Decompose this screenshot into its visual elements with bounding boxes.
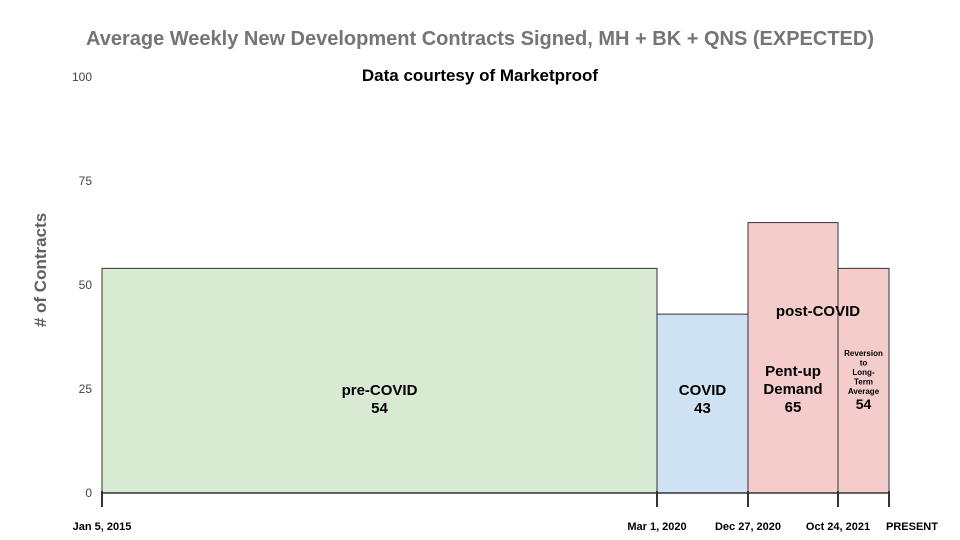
bar-label-0-line-0: pre-COVID [342,382,418,399]
y-tick-label-50: 50 [79,278,93,292]
bar-label-3-line-0: Reversion [844,349,883,358]
x-tick-label-2: Dec 27, 2020 [715,521,781,533]
bar-label-2-line-0: Pent-up [765,363,821,380]
bar-3 [837,267,890,494]
bar-label-3-line-4: Average [848,387,880,396]
y-tick-label-75: 75 [79,174,93,188]
bar-value-label-3: 54 [856,396,872,412]
bar-label-3-line-3: Term [854,378,873,387]
y-tick-label-25: 25 [79,382,93,396]
bar-value-label-2: 65 [785,399,802,416]
x-tick-label-1: Mar 1, 2020 [627,521,686,533]
chart-subtitle: Data courtesy of Marketproof [361,66,599,85]
chart-title: Average Weekly New Development Contracts… [86,28,874,50]
y-tick-label-100: 100 [72,70,92,84]
bar-label-3-line-1: to [860,358,868,367]
bar-value-label-0: 54 [371,400,388,417]
bar-1 [656,313,749,494]
bar-label-3-line-2: Long- [852,368,875,377]
bar-2 [747,222,839,494]
y-tick-label-0: 0 [85,486,92,500]
x-tick-label-4: PRESENT [886,521,938,533]
x-tick-label-3: Oct 24, 2021 [806,521,870,533]
bar-label-1-line-0: COVID [679,382,727,399]
bar-value-label-1: 43 [694,400,711,417]
x-tick-label-0: Jan 5, 2015 [73,521,132,533]
bar-0 [101,267,658,494]
group-annotation-post-covid: post-COVID [776,303,860,320]
bar-label-2-line-1: Demand [763,381,822,398]
